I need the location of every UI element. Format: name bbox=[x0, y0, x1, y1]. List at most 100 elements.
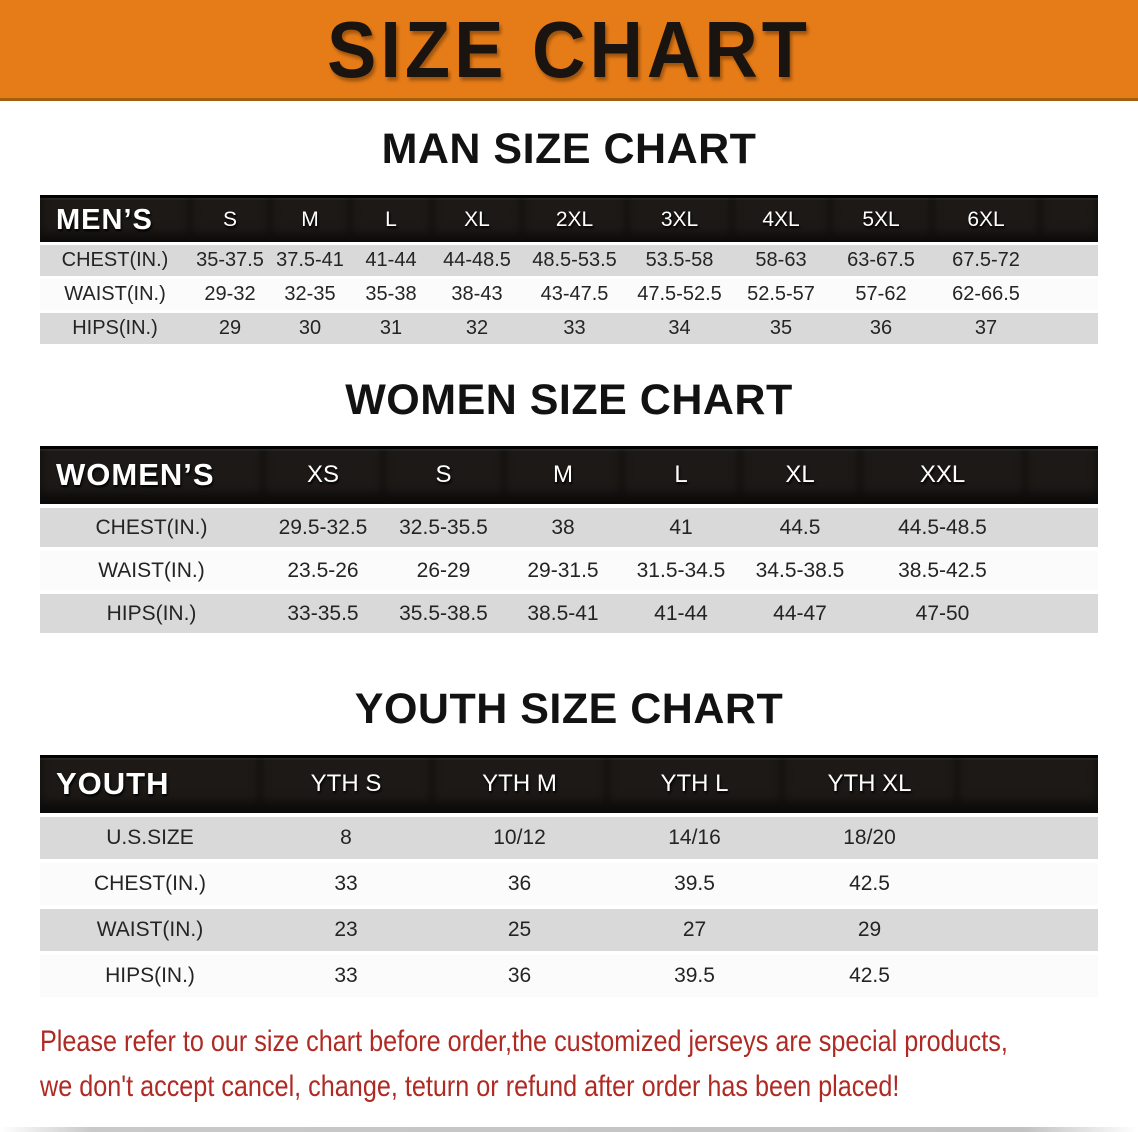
value-cell: 33-35.5 bbox=[263, 590, 383, 633]
value-cell: 43-47.5 bbox=[522, 276, 627, 310]
value-cell: 35-38 bbox=[350, 276, 432, 310]
women-size-header: S bbox=[383, 446, 504, 504]
women-hips-row: HIPS(IN.) 33-35.5 35.5-38.5 38.5-41 41-4… bbox=[40, 590, 1098, 633]
row-label-cell: HIPS(IN.) bbox=[40, 590, 263, 633]
spacer-cell bbox=[1040, 310, 1098, 344]
men-heading: MAN SIZE CHART bbox=[381, 125, 757, 173]
women-waist-row: WAIST(IN.) 23.5-26 26-29 29-31.5 31.5-34… bbox=[40, 547, 1098, 590]
spacer-cell bbox=[1040, 195, 1098, 242]
spacer-cell bbox=[1025, 590, 1098, 633]
value-cell: 33 bbox=[260, 859, 432, 905]
row-label-cell: HIPS(IN.) bbox=[40, 310, 190, 344]
spacer-cell bbox=[957, 755, 1098, 813]
men-size-header: M bbox=[270, 195, 350, 242]
men-size-table: MEN’S S M L XL 2XL 3XL 4XL 5XL 6XL CHEST… bbox=[40, 195, 1098, 344]
value-cell: 39.5 bbox=[607, 951, 782, 997]
row-label-cell: WAIST(IN.) bbox=[40, 905, 260, 951]
value-cell: 32 bbox=[432, 310, 522, 344]
row-label-cell: CHEST(IN.) bbox=[40, 504, 263, 547]
spacer-cell bbox=[1040, 276, 1098, 310]
row-label-cell: WAIST(IN.) bbox=[40, 547, 263, 590]
spacer-cell bbox=[957, 813, 1098, 859]
disclaimer-line-2: we don't accept cancel, change, teturn o… bbox=[40, 1070, 900, 1103]
youth-size-header: YTH XL bbox=[782, 755, 957, 813]
value-cell: 35-37.5 bbox=[190, 242, 270, 276]
men-size-header: 2XL bbox=[522, 195, 627, 242]
value-cell: 29-31.5 bbox=[504, 547, 622, 590]
value-cell: 33 bbox=[522, 310, 627, 344]
value-cell: 38.5-42.5 bbox=[860, 547, 1025, 590]
women-chest-row: CHEST(IN.) 29.5-32.5 32.5-35.5 38 41 44.… bbox=[40, 504, 1098, 547]
value-cell: 36 bbox=[432, 859, 607, 905]
value-cell: 63-67.5 bbox=[830, 242, 932, 276]
value-cell: 44-48.5 bbox=[432, 242, 522, 276]
women-table-label: WOMEN’S bbox=[40, 446, 263, 504]
bottom-edge-strip bbox=[0, 1127, 1138, 1132]
spacer-cell bbox=[1025, 547, 1098, 590]
women-section: WOMEN SIZE CHART WOMEN’S XS S M L XL XXL bbox=[0, 344, 1138, 633]
value-cell: 44-47 bbox=[740, 590, 860, 633]
value-cell: 29.5-32.5 bbox=[263, 504, 383, 547]
value-cell: 42.5 bbox=[782, 859, 957, 905]
women-size-header: L bbox=[622, 446, 740, 504]
value-cell: 48.5-53.5 bbox=[522, 242, 627, 276]
value-cell: 47-50 bbox=[860, 590, 1025, 633]
men-hips-row: HIPS(IN.) 29 30 31 32 33 34 35 36 37 bbox=[40, 310, 1098, 344]
value-cell: 25 bbox=[432, 905, 607, 951]
value-cell: 42.5 bbox=[782, 951, 957, 997]
youth-size-header: YTH M bbox=[432, 755, 607, 813]
women-size-header: XXL bbox=[860, 446, 1025, 504]
value-cell: 32-35 bbox=[270, 276, 350, 310]
spacer-cell bbox=[1040, 242, 1098, 276]
value-cell: 34.5-38.5 bbox=[740, 547, 860, 590]
women-heading: WOMEN SIZE CHART bbox=[345, 376, 793, 424]
value-cell: 18/20 bbox=[782, 813, 957, 859]
spacer-cell bbox=[957, 951, 1098, 997]
value-cell: 58-63 bbox=[732, 242, 830, 276]
value-cell: 57-62 bbox=[830, 276, 932, 310]
value-cell: 53.5-58 bbox=[627, 242, 732, 276]
men-table-label: MEN’S bbox=[40, 195, 190, 242]
men-size-header: L bbox=[350, 195, 432, 242]
women-header-row: WOMEN’S XS S M L XL XXL bbox=[40, 446, 1098, 504]
youth-chest-row: CHEST(IN.) 33 36 39.5 42.5 bbox=[40, 859, 1098, 905]
youth-size-table: YOUTH YTH S YTH M YTH L YTH XL U.S.SIZE … bbox=[40, 755, 1098, 997]
value-cell: 37.5-41 bbox=[270, 242, 350, 276]
value-cell: 39.5 bbox=[607, 859, 782, 905]
spacer-cell bbox=[957, 859, 1098, 905]
value-cell: 27 bbox=[607, 905, 782, 951]
value-cell: 29 bbox=[782, 905, 957, 951]
value-cell: 67.5-72 bbox=[932, 242, 1040, 276]
value-cell: 32.5-35.5 bbox=[383, 504, 504, 547]
men-size-header: S bbox=[190, 195, 270, 242]
value-cell: 62-66.5 bbox=[932, 276, 1040, 310]
men-size-header: 3XL bbox=[627, 195, 732, 242]
value-cell: 8 bbox=[260, 813, 432, 859]
spacer-cell bbox=[1025, 446, 1098, 504]
row-label-cell: HIPS(IN.) bbox=[40, 951, 260, 997]
value-cell: 44.5 bbox=[740, 504, 860, 547]
value-cell: 38-43 bbox=[432, 276, 522, 310]
value-cell: 44.5-48.5 bbox=[860, 504, 1025, 547]
value-cell: 30 bbox=[270, 310, 350, 344]
youth-size-header: YTH L bbox=[607, 755, 782, 813]
value-cell: 38 bbox=[504, 504, 622, 547]
row-label-cell: U.S.SIZE bbox=[40, 813, 260, 859]
value-cell: 41-44 bbox=[622, 590, 740, 633]
value-cell: 41-44 bbox=[350, 242, 432, 276]
value-cell: 36 bbox=[830, 310, 932, 344]
youth-table-label: YOUTH bbox=[40, 755, 260, 813]
value-cell: 14/16 bbox=[607, 813, 782, 859]
value-cell: 23 bbox=[260, 905, 432, 951]
value-cell: 38.5-41 bbox=[504, 590, 622, 633]
men-size-header: 6XL bbox=[932, 195, 1040, 242]
value-cell: 52.5-57 bbox=[732, 276, 830, 310]
page-title: SIZE CHART bbox=[327, 4, 811, 94]
men-size-header: 5XL bbox=[830, 195, 932, 242]
men-chest-row: CHEST(IN.) 35-37.5 37.5-41 41-44 44-48.5… bbox=[40, 242, 1098, 276]
women-size-table: WOMEN’S XS S M L XL XXL CHEST(IN.) 29.5-… bbox=[40, 446, 1098, 633]
youth-size-header: YTH S bbox=[260, 755, 432, 813]
youth-ussize-row: U.S.SIZE 8 10/12 14/16 18/20 bbox=[40, 813, 1098, 859]
value-cell: 33 bbox=[260, 951, 432, 997]
